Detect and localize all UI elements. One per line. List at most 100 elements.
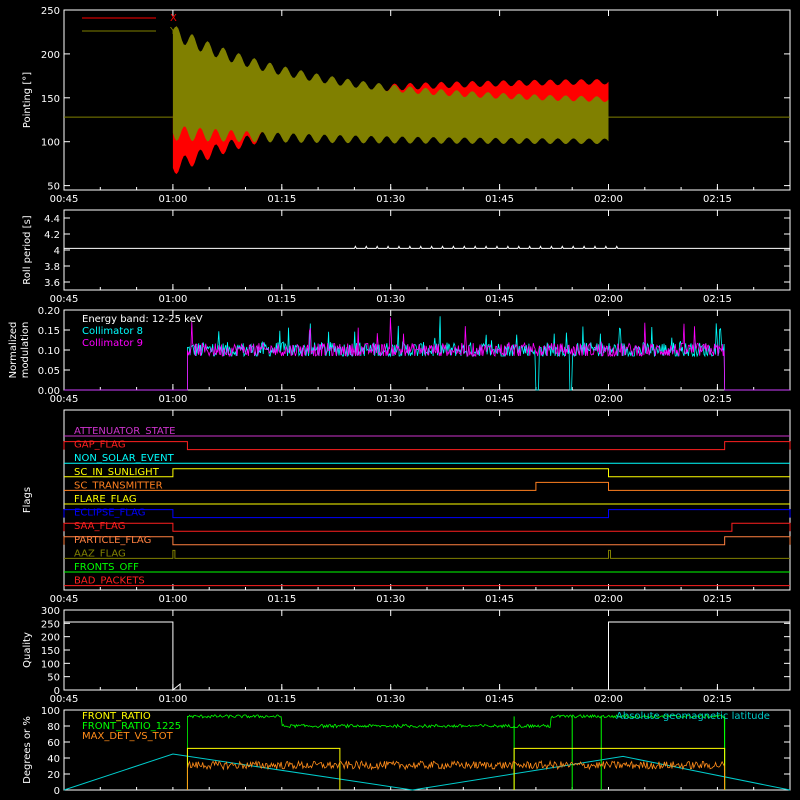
flag-line bbox=[64, 549, 790, 559]
x-tick-label: 01:45 bbox=[485, 394, 514, 405]
y-tick-label: 0 bbox=[54, 686, 60, 697]
flag-line bbox=[63, 441, 791, 451]
x-tick-label: 02:15 bbox=[703, 194, 732, 205]
x-tick-label: 01:45 bbox=[485, 594, 514, 605]
y-axis-label: Flags bbox=[22, 487, 33, 513]
y-tick-label: 50 bbox=[47, 182, 60, 193]
x-tick-label: 02:15 bbox=[703, 394, 732, 405]
x-tick-label: 02:00 bbox=[594, 194, 623, 205]
x-tick-label: 01:45 bbox=[485, 294, 514, 305]
legend-label-max-det-vs-tot: MAX_DET_VS_TOT bbox=[82, 731, 174, 742]
flag-line bbox=[63, 522, 791, 532]
x-tick-label: 01:45 bbox=[485, 694, 514, 705]
flag-label: FRONTS_OFF bbox=[74, 562, 139, 573]
y-tick-label: 250 bbox=[41, 6, 60, 17]
x-tick-label: 01:15 bbox=[267, 294, 296, 305]
y-tick-label: 250 bbox=[41, 619, 60, 630]
legend-label-y: Y bbox=[169, 26, 177, 37]
roll-period-line bbox=[64, 245, 790, 249]
y-tick-label: 200 bbox=[41, 50, 60, 61]
x-tick-label: 02:00 bbox=[594, 294, 623, 305]
legend-label-collimator-8: Collimator 8 bbox=[82, 326, 143, 337]
legend-label-front-ratio: FRONT_RATIO bbox=[82, 711, 151, 722]
panel-4: 00:45 01:00 01:15 01:30 01:45 02:00 02:15 Flags… bbox=[22, 409, 791, 605]
x-tick-label: 02:15 bbox=[703, 694, 732, 705]
x-tick-label: 01:30 bbox=[376, 194, 405, 205]
flag-label: SAA_FLAG bbox=[74, 521, 125, 532]
panel-5: 00:45 01:00 01:15 01:30 01:45 02:00 02:15 0 50 10… bbox=[22, 606, 791, 705]
y-axis-label: Normalized bbox=[8, 322, 19, 379]
flag-label: BAD_PACKETS bbox=[74, 576, 145, 587]
y-axis-label: Quality bbox=[22, 632, 33, 668]
y-tick-label: 50 bbox=[47, 673, 60, 684]
y-tick-label: 0 bbox=[54, 786, 60, 797]
panel-1: 00:45 01:00 01:15 01:30 01:45 02:00 02:15 50 100… bbox=[22, 6, 791, 205]
y-tick-label: 3.8 bbox=[44, 262, 60, 273]
flag-line bbox=[64, 481, 790, 491]
flag-label: ATTENUATOR_STATE bbox=[74, 426, 175, 437]
x-tick-label: 01:15 bbox=[267, 594, 296, 605]
x-tick-label: 01:30 bbox=[376, 594, 405, 605]
x-tick-label: 01:00 bbox=[158, 694, 187, 705]
quality-line bbox=[64, 621, 790, 692]
series-geomagnetic-latitude bbox=[63, 753, 791, 791]
x-tick-label: 00:45 bbox=[50, 294, 79, 305]
x-tick-label: 01:00 bbox=[158, 394, 187, 405]
x-tick-label: 01:15 bbox=[267, 694, 296, 705]
x-tick-label: 01:30 bbox=[376, 394, 405, 405]
y-tick-label: 80 bbox=[47, 722, 60, 733]
x-tick-label: 02:15 bbox=[703, 594, 732, 605]
y-axis-label: Degrees or % bbox=[22, 716, 33, 784]
flag-label: GAP_FLAG bbox=[74, 440, 126, 451]
x-tick-label: 00:45 bbox=[50, 694, 79, 705]
flag-label: AAZ_FLAG bbox=[74, 548, 126, 559]
flag-label: SC_TRANSMITTER bbox=[74, 480, 163, 491]
y-tick-label: 60 bbox=[47, 738, 60, 749]
y-tick-label: 4 bbox=[54, 246, 60, 257]
x-tick-label: 01:00 bbox=[158, 294, 187, 305]
panel-2: 00:45 01:00 01:15 01:30 01:45 02:00 02:15 3.6 3.… bbox=[22, 209, 791, 305]
series-y-envelope bbox=[172, 26, 609, 145]
x-tick-label: 01:30 bbox=[376, 294, 405, 305]
flag-label: FLARE_FLAG bbox=[74, 494, 137, 505]
y-tick-label: 0.15 bbox=[38, 326, 60, 337]
flag-label: NON_SOLAR_EVENT bbox=[74, 453, 175, 464]
y-tick-label: 4.4 bbox=[44, 214, 60, 225]
x-tick-label: 01:00 bbox=[158, 194, 187, 205]
flag-label: SC_IN_SUNLIGHT bbox=[74, 467, 160, 478]
y-axis-label: Pointing [°] bbox=[22, 72, 33, 128]
y-axis-label: Roll period [s] bbox=[22, 215, 33, 284]
y-tick-label: 20 bbox=[47, 770, 60, 781]
y-tick-label: 100 bbox=[41, 706, 60, 717]
x-tick-label: 02:00 bbox=[594, 694, 623, 705]
energy-band-annotation: Energy band: 12-25 keV bbox=[82, 314, 203, 325]
y-tick-label: 150 bbox=[41, 646, 60, 657]
x-tick-label: 01:00 bbox=[158, 594, 187, 605]
flag-line bbox=[64, 468, 790, 478]
flag-line bbox=[63, 536, 791, 546]
x-tick-label: 00:45 bbox=[50, 394, 79, 405]
y-tick-label: 0.20 bbox=[38, 306, 60, 317]
x-tick-label: 01:15 bbox=[267, 194, 296, 205]
y-tick-label: 100 bbox=[41, 659, 60, 670]
legend-label-front-ratio-1225: FRONT_RATIO_1225 bbox=[82, 721, 181, 732]
legend-label-x: X bbox=[170, 13, 177, 24]
y-tick-label: 0.10 bbox=[38, 346, 60, 357]
y-axis-label: modulation bbox=[20, 322, 31, 379]
y-tick-label: 200 bbox=[41, 633, 60, 644]
y-tick-label: 4.2 bbox=[44, 230, 60, 241]
y-tick-label: 150 bbox=[41, 94, 60, 105]
y-tick-label: 100 bbox=[41, 138, 60, 149]
y-tick-label: 3.6 bbox=[44, 278, 60, 289]
x-tick-label: 01:30 bbox=[376, 694, 405, 705]
series-max-det-vs-tot bbox=[186, 759, 726, 791]
x-tick-label: 01:45 bbox=[485, 194, 514, 205]
flag-label: PARTICLE_FLAG bbox=[74, 535, 151, 546]
flag-line bbox=[63, 509, 791, 519]
x-tick-label: 00:45 bbox=[50, 194, 79, 205]
panel-3: 00:45 01:00 01:15 01:30 01:45 02:00 02:15 0.00 0… bbox=[8, 306, 791, 405]
y-tick-label: 0.00 bbox=[38, 386, 60, 397]
x-tick-label: 00:45 bbox=[50, 594, 79, 605]
series-collimator-9 bbox=[64, 317, 790, 391]
